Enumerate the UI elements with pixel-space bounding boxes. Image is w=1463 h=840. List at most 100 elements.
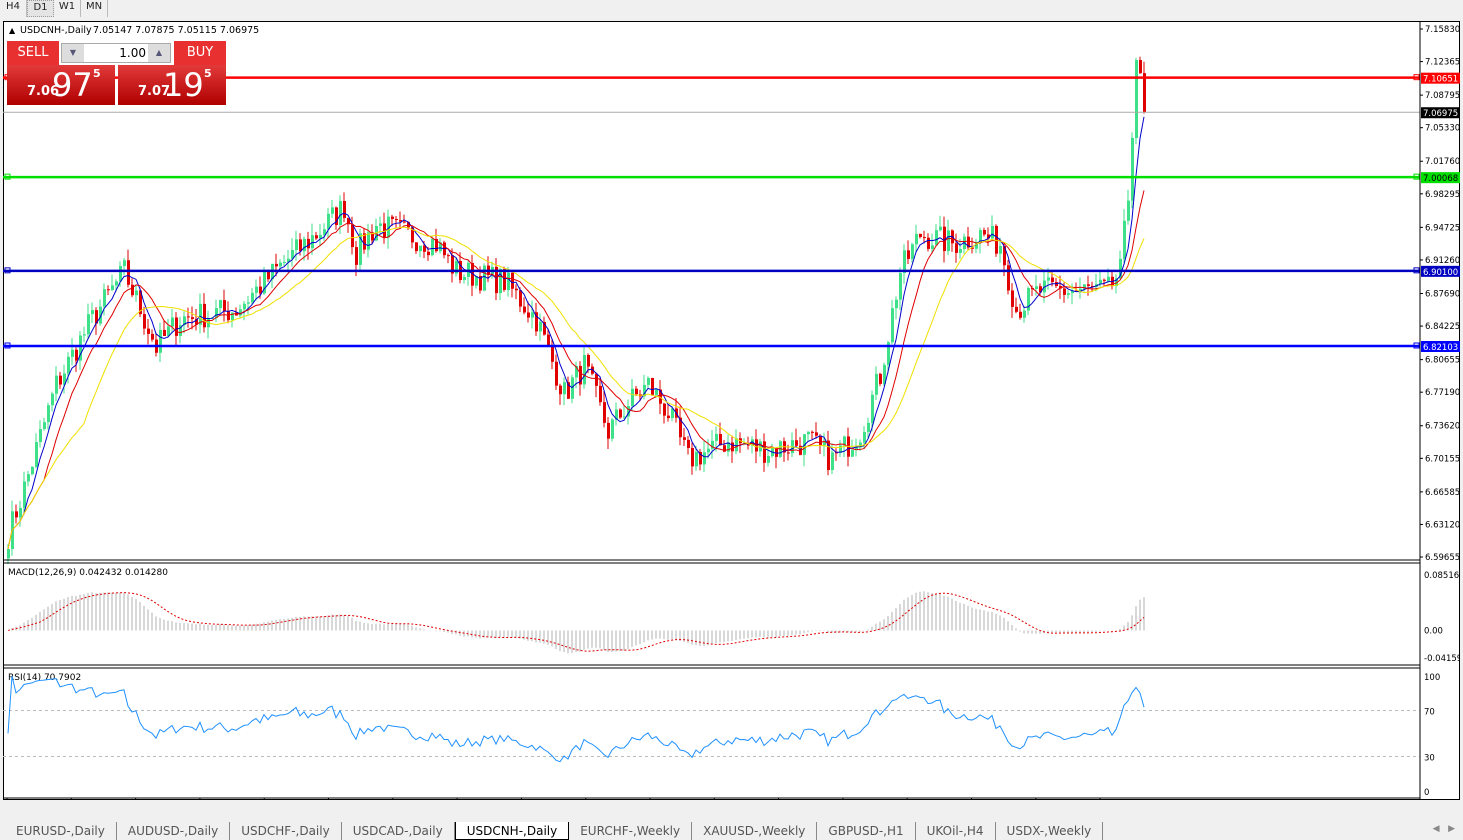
- candle-body: [683, 437, 686, 440]
- candle: [663, 402, 666, 424]
- candle: [835, 448, 838, 461]
- candle: [907, 240, 910, 264]
- tab-scroll-arrows-icon[interactable]: ◀ ▶: [1432, 824, 1455, 834]
- tab-gbpusd[interactable]: GBPUSD-,H1: [817, 822, 916, 840]
- candle: [67, 352, 70, 384]
- candle-body: [855, 447, 858, 450]
- tab-eurchf[interactable]: EURCHF-,Weekly: [569, 822, 693, 840]
- tab-usdcnh[interactable]: USDCNH-,Daily: [454, 822, 570, 840]
- sell-button[interactable]: SELL: [7, 41, 59, 65]
- candle: [627, 399, 630, 425]
- lot-size-field[interactable]: ▼ 1.00 ▲: [61, 43, 171, 63]
- candle: [559, 383, 562, 405]
- sell-price-button[interactable]: 7.06 97 5: [7, 65, 115, 105]
- candle-body: [275, 263, 278, 267]
- chart-tabs: EURUSD-,Daily AUDUSD-,Daily USDCHF-,Dail…: [0, 822, 1463, 840]
- candle-body: [191, 317, 194, 319]
- one-click-trading-panel: SELL ▼ 1.00 ▲ BUY 7.06 97 5 7.07 19 5: [7, 41, 226, 105]
- candle-body: [323, 229, 326, 235]
- candle-body: [83, 334, 86, 336]
- candle: [895, 296, 898, 320]
- candle-body: [1011, 290, 1014, 307]
- candle-body: [135, 290, 138, 296]
- candle: [615, 402, 618, 426]
- candle-body: [787, 452, 790, 454]
- candle: [43, 417, 46, 431]
- candle-body: [723, 445, 726, 452]
- buy-button[interactable]: BUY: [174, 41, 226, 65]
- candle-body: [735, 438, 738, 452]
- candle-body: [759, 441, 762, 452]
- candle-body: [31, 466, 34, 475]
- candle: [543, 316, 546, 336]
- chart-ohlc-label: 7.05147 7.07875 7.05115 7.06975: [93, 25, 259, 36]
- candle-body: [359, 233, 362, 265]
- candle: [911, 242, 914, 263]
- candle-body: [295, 239, 298, 251]
- candle-body: [179, 325, 182, 336]
- timeframe-d1[interactable]: D1: [27, 0, 54, 17]
- chart-canvas[interactable]: ▲ USDCNH-,Daily 7.05147 7.07875 7.05115 …: [3, 21, 1460, 800]
- candle-body: [167, 326, 170, 336]
- tab-audusd[interactable]: AUDUSD-,Daily: [117, 822, 231, 840]
- candle-body: [1087, 284, 1090, 286]
- candle-body: [215, 308, 218, 318]
- candle: [499, 267, 502, 301]
- candle-body: [1015, 306, 1018, 312]
- candle: [1103, 278, 1106, 287]
- candle: [763, 433, 766, 472]
- tab-usdchf[interactable]: USDCHF-,Daily: [230, 822, 342, 840]
- candle-body: [1003, 246, 1006, 266]
- candle-body: [579, 365, 582, 385]
- candle-body: [887, 342, 890, 365]
- candle-body: [587, 354, 590, 367]
- candle-body: [1027, 288, 1030, 311]
- candle: [395, 215, 398, 229]
- candle: [991, 215, 994, 240]
- candle-body: [567, 382, 570, 399]
- candle-body: [775, 448, 778, 457]
- collapse-triangle-icon[interactable]: ▲: [9, 26, 16, 35]
- lot-decrease-icon[interactable]: ▼: [62, 44, 84, 62]
- timeframe-h4[interactable]: H4: [0, 0, 27, 17]
- candle: [191, 306, 194, 330]
- candle: [83, 326, 86, 343]
- candle-body: [571, 377, 574, 399]
- candle-body: [327, 213, 330, 230]
- buy-price-button[interactable]: 7.07 19 5: [118, 65, 226, 105]
- candle: [823, 432, 826, 457]
- candle-body: [691, 447, 694, 467]
- candle-body: [527, 312, 530, 318]
- tab-xauusd[interactable]: XAUUSD-,Weekly: [692, 822, 818, 840]
- tab-eurusd[interactable]: EURUSD-,Daily: [5, 822, 117, 840]
- candle: [647, 376, 650, 389]
- candle: [523, 297, 526, 315]
- timeframe-mn[interactable]: MN: [81, 0, 108, 17]
- candle: [759, 438, 762, 457]
- timeframe-w1[interactable]: W1: [54, 0, 81, 17]
- lot-size-value[interactable]: 1.00: [119, 46, 146, 60]
- candle: [75, 347, 78, 372]
- candle-body: [1091, 285, 1094, 287]
- candle-body: [23, 481, 26, 508]
- lot-increase-icon[interactable]: ▲: [148, 44, 170, 62]
- candle-body: [303, 238, 306, 252]
- candle-body: [131, 284, 134, 296]
- candle-body: [1051, 277, 1054, 283]
- tab-usdx[interactable]: USDX-,Weekly: [996, 822, 1104, 840]
- candle-body: [607, 422, 610, 439]
- tab-usdcad[interactable]: USDCAD-,Daily: [342, 822, 455, 840]
- rsi-line: [7, 675, 1145, 763]
- candle: [807, 430, 810, 442]
- tab-ukoil[interactable]: UKOil-,H4: [916, 822, 996, 840]
- chart-window[interactable]: ▲ USDCNH-,Daily 7.05147 7.07875 7.05115 …: [3, 21, 1460, 800]
- candle-body: [987, 234, 990, 239]
- candle-body: [1047, 277, 1050, 281]
- candle: [691, 442, 694, 475]
- candle: [411, 226, 414, 249]
- candle: [563, 377, 566, 406]
- candle-body: [727, 442, 730, 452]
- candle: [23, 471, 26, 515]
- candle-body: [1023, 310, 1026, 318]
- price-tick-label: 6.91260: [1425, 256, 1460, 266]
